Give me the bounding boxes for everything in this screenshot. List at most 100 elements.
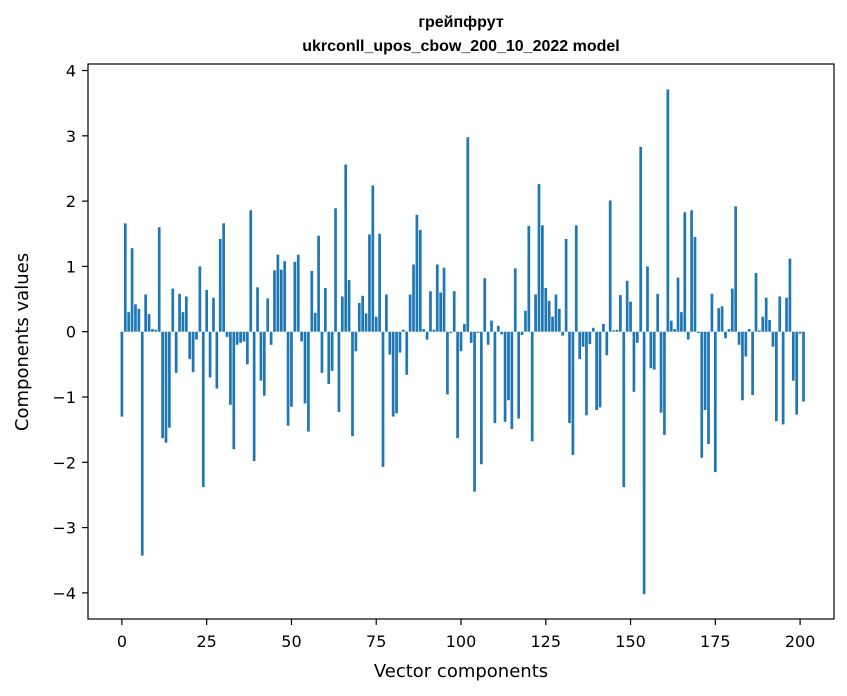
y-tick-label: 3 <box>66 127 76 146</box>
bar-86 <box>412 264 415 332</box>
bar-37 <box>246 331 249 365</box>
bar-17 <box>178 293 181 332</box>
bar-56 <box>310 270 314 332</box>
bar-200 <box>798 331 802 334</box>
bar-100 <box>459 331 463 352</box>
bar-52 <box>296 254 300 332</box>
bars-group <box>120 89 805 595</box>
bar-139 <box>591 327 595 332</box>
bar-175 <box>713 331 717 473</box>
bar-197 <box>788 258 792 332</box>
bar-151 <box>632 331 636 392</box>
bar-4 <box>134 304 137 332</box>
bar-129 <box>557 308 561 332</box>
bar-140 <box>595 331 598 411</box>
x-tick-label: 200 <box>785 632 816 651</box>
bar-83 <box>402 329 405 332</box>
bar-133 <box>571 331 575 456</box>
bar-88 <box>418 229 422 332</box>
bar-174 <box>710 293 714 332</box>
bar-94 <box>439 292 443 332</box>
bar-77 <box>381 331 385 467</box>
bar-113 <box>503 331 507 422</box>
bar-165 <box>680 312 683 332</box>
bar-44 <box>269 331 273 345</box>
bar-143 <box>605 331 609 356</box>
bar-47 <box>279 269 283 332</box>
bar-78 <box>385 294 388 332</box>
bar-67 <box>347 280 351 332</box>
bar-5 <box>137 308 141 332</box>
bar-74 <box>371 185 375 332</box>
bar-126 <box>547 301 551 332</box>
bar-59 <box>320 331 324 373</box>
bar-172 <box>703 331 707 411</box>
bar-191 <box>768 319 771 332</box>
bar-167 <box>686 331 690 340</box>
bar-40 <box>256 287 259 332</box>
bar-98 <box>452 291 456 332</box>
bar-159 <box>659 331 663 413</box>
y-tick-label: −3 <box>52 519 76 538</box>
bar-35 <box>239 331 242 343</box>
bar-102 <box>466 137 470 332</box>
bar-135 <box>578 331 582 360</box>
bar-28 <box>215 331 219 389</box>
y-axis-label: Components values <box>12 253 33 431</box>
bar-33 <box>232 331 236 450</box>
bar-96 <box>446 331 449 395</box>
bar-70 <box>357 302 361 332</box>
bar-115 <box>510 331 514 429</box>
bar-18 <box>181 312 185 332</box>
chart-title: грейпфрут <box>418 14 503 31</box>
bar-38 <box>249 210 253 332</box>
bar-132 <box>568 331 571 424</box>
bar-121 <box>530 331 534 442</box>
bar-51 <box>293 261 297 332</box>
bar-180 <box>730 288 734 332</box>
bar-0 <box>120 331 124 417</box>
bar-65 <box>340 296 344 332</box>
bar-73 <box>368 234 371 332</box>
bar-89 <box>422 329 426 332</box>
bar-109 <box>490 320 493 332</box>
y-tick-label: 1 <box>66 257 76 276</box>
bar-144 <box>608 200 612 332</box>
bar-154 <box>642 331 646 595</box>
bar-185 <box>747 329 751 332</box>
bar-69 <box>354 331 358 352</box>
bar-58 <box>317 235 320 332</box>
bar-48 <box>283 261 287 332</box>
bar-45 <box>273 270 276 332</box>
bar-182 <box>737 331 741 345</box>
bar-54 <box>303 331 307 404</box>
bar-60 <box>324 287 327 332</box>
bar-62 <box>330 331 334 371</box>
bar-6 <box>140 331 144 556</box>
x-tick-label: 25 <box>197 632 217 651</box>
bar-190 <box>764 297 768 332</box>
bar-63 <box>334 208 337 332</box>
bar-30 <box>222 223 225 332</box>
bar-41 <box>259 331 263 381</box>
bar-198 <box>791 331 795 381</box>
bar-10 <box>154 329 158 332</box>
bar-116 <box>513 268 517 332</box>
bar-163 <box>673 329 676 332</box>
bar-3 <box>130 248 134 332</box>
bar-199 <box>795 331 799 415</box>
bar-84 <box>405 331 409 375</box>
bar-31 <box>225 331 229 337</box>
bar-105 <box>476 331 480 334</box>
bar-169 <box>693 237 697 332</box>
y-tick-label: −1 <box>52 388 76 407</box>
bar-101 <box>463 323 466 332</box>
bar-108 <box>486 331 490 345</box>
bar-148 <box>622 331 626 488</box>
bar-196 <box>785 297 788 332</box>
bar-12 <box>161 331 164 439</box>
bar-162 <box>669 320 673 332</box>
bar-130 <box>561 331 565 336</box>
bar-128 <box>554 294 558 332</box>
bar-153 <box>639 146 643 332</box>
